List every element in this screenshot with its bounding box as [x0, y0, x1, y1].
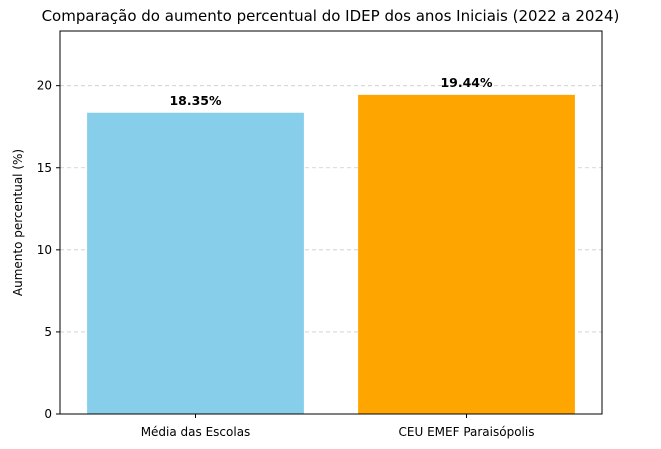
plot-area-frame — [59, 30, 603, 415]
chart-title: Comparação do aumento percentual do IDEP… — [42, 7, 620, 25]
bars — [87, 94, 575, 415]
bar-value-label: 19.44% — [440, 75, 493, 90]
data-labels: 18.35% 19.44% — [169, 75, 493, 108]
y-tick-label: 15 — [37, 161, 52, 175]
bar — [87, 112, 304, 414]
x-axis-ticks: Média das Escolas CEU EMEF Paraisópolis — [141, 414, 535, 439]
y-tick-label: 5 — [44, 325, 52, 339]
x-tick-label: CEU EMEF Paraisópolis — [399, 425, 535, 439]
y-axis-ticks: 0 5 10 15 20 — [37, 79, 60, 421]
y-tick-label: 20 — [37, 79, 52, 93]
y-axis-label: Aumento percentual (%) — [11, 149, 25, 296]
y-tick-label: 10 — [37, 243, 52, 257]
x-tick-label: Média das Escolas — [141, 425, 251, 439]
bar-value-label: 18.35% — [169, 93, 222, 108]
y-tick-label: 0 — [44, 407, 52, 421]
bar — [358, 94, 575, 415]
